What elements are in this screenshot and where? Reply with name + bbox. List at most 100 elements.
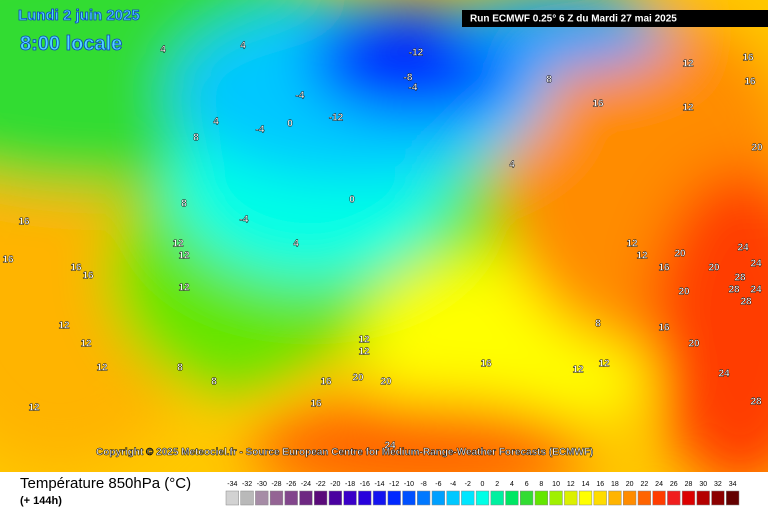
- contour-label: 20: [380, 377, 392, 388]
- contour-label: 28: [750, 397, 762, 408]
- legend-tick-label: -14: [374, 481, 384, 488]
- contour-label: 16: [310, 399, 322, 410]
- contour-label: 20: [708, 263, 720, 274]
- legend-tick-label: 34: [729, 481, 737, 488]
- contour-label: 12: [80, 339, 92, 350]
- legend-swatch: [431, 490, 445, 506]
- contour-label: 20: [688, 339, 700, 350]
- contour-label: 8: [595, 319, 601, 330]
- contour-label: 8: [181, 199, 187, 210]
- contour-label: 4: [509, 160, 515, 171]
- legend-swatch: [269, 490, 284, 506]
- legend-tick-label: -18: [345, 481, 355, 488]
- contour-label: 12: [172, 239, 184, 250]
- legend-swatch: [711, 490, 725, 506]
- legend-swatch: [490, 490, 504, 506]
- legend-swatch: [623, 490, 637, 506]
- legend-swatch: [372, 490, 387, 506]
- contour-label: 12: [572, 365, 584, 376]
- contour-label: 16: [592, 99, 604, 110]
- legend-swatch: [593, 490, 607, 506]
- legend-tick-label: -22: [316, 481, 326, 488]
- contour-label: 24: [737, 243, 749, 254]
- contour-label: 8: [193, 133, 199, 144]
- contour-label: 12: [28, 403, 40, 414]
- legend-tick-label: 22: [640, 481, 648, 488]
- legend-tick-label: -34: [227, 481, 237, 488]
- contour-label: 12: [178, 251, 190, 262]
- temperature-field: 44 -12-8-4-40-12-448816121216162040-44816…: [0, 0, 768, 472]
- legend-swatch: [475, 490, 490, 506]
- legend-tick-label: -4: [450, 481, 456, 488]
- contour-label: 20: [352, 373, 364, 384]
- run-info: Run ECMWF 0.25° 6 Z du Mardi 27 mai 2025: [470, 14, 677, 25]
- legend-tick-label: -24: [301, 481, 311, 488]
- legend-tick-label: 6: [525, 481, 529, 488]
- legend-swatch: [652, 490, 666, 506]
- legend-swatch: [284, 490, 298, 506]
- legend-tick-label: -2: [465, 481, 471, 488]
- legend-tick-label: -12: [389, 481, 399, 488]
- legend-swatch: [358, 490, 372, 506]
- legend-swatch: [240, 490, 254, 506]
- legend-tick-label: 10: [552, 481, 560, 488]
- legend-tick-label: -6: [435, 481, 441, 488]
- contour-label: 24: [750, 285, 762, 296]
- lead-time: (+ 144h): [20, 495, 62, 507]
- contour-label: 12: [358, 347, 370, 358]
- legend-swatch: [314, 490, 328, 506]
- contour-label: 12: [626, 239, 638, 250]
- contour-label: -12: [329, 113, 344, 124]
- contour-label: -4: [240, 215, 249, 226]
- legend-swatch: [417, 490, 431, 506]
- legend-tick-label: 8: [539, 481, 543, 488]
- legend-tick-label: 30: [699, 481, 707, 488]
- legend-tick-label: 24: [655, 481, 663, 488]
- contour-label: 16: [2, 255, 14, 266]
- legend-tick-label: 32: [714, 481, 722, 488]
- contour-label: 8: [177, 363, 183, 374]
- legend-tick-label: 4: [510, 481, 514, 488]
- contour-label: 16: [18, 217, 30, 228]
- copyright: Copyright © 2025 Meteociel.fr - Source E…: [96, 447, 593, 458]
- contour-label: 20: [751, 143, 763, 154]
- legend-swatch: [387, 490, 401, 506]
- legend-swatch: [608, 490, 622, 506]
- contour-label: 28: [728, 285, 740, 296]
- contour-label: 12: [178, 283, 190, 294]
- contour-label: 16: [658, 323, 670, 334]
- contour-label: -8: [404, 73, 413, 84]
- legend-tick-label: 14: [582, 481, 590, 488]
- contour-label: 28: [734, 273, 746, 284]
- legend-swatch: [461, 490, 475, 506]
- legend-tick-label: -8: [421, 481, 427, 488]
- legend-tick-label: 0: [481, 481, 485, 488]
- legend-tick-label: 28: [685, 481, 693, 488]
- legend-tick-label: 18: [611, 481, 619, 488]
- legend-tick-label: -28: [271, 481, 281, 488]
- contour-label: 4: [213, 117, 219, 128]
- legend-swatch: [681, 490, 696, 506]
- legend-swatch: [505, 490, 519, 506]
- legend-swatch: [255, 490, 269, 506]
- forecast-date: Lundi 2 juin 2025: [18, 7, 140, 24]
- legend-swatch: [696, 490, 710, 506]
- contour-label: 12: [682, 103, 694, 114]
- contour-label: -4: [256, 125, 265, 136]
- run-box: [462, 10, 768, 27]
- legend-tick-label: -26: [286, 481, 296, 488]
- field-title: Température 850hPa (°C): [20, 475, 191, 492]
- contour-label: 28: [740, 297, 752, 308]
- contour-label: 16: [480, 359, 492, 370]
- legend-tick-label: 26: [670, 481, 678, 488]
- contour-label: 24: [750, 259, 762, 270]
- contour-label: 24: [384, 441, 396, 452]
- legend-swatch: [225, 490, 239, 506]
- legend-swatch: [564, 490, 578, 506]
- contour-label: 16: [658, 263, 670, 274]
- legend-swatch: [726, 490, 740, 506]
- contour-label: 16: [744, 77, 756, 88]
- contour-label: 20: [678, 287, 690, 298]
- legend-tick-label: -16: [360, 481, 370, 488]
- legend-tick-label: -10: [404, 481, 414, 488]
